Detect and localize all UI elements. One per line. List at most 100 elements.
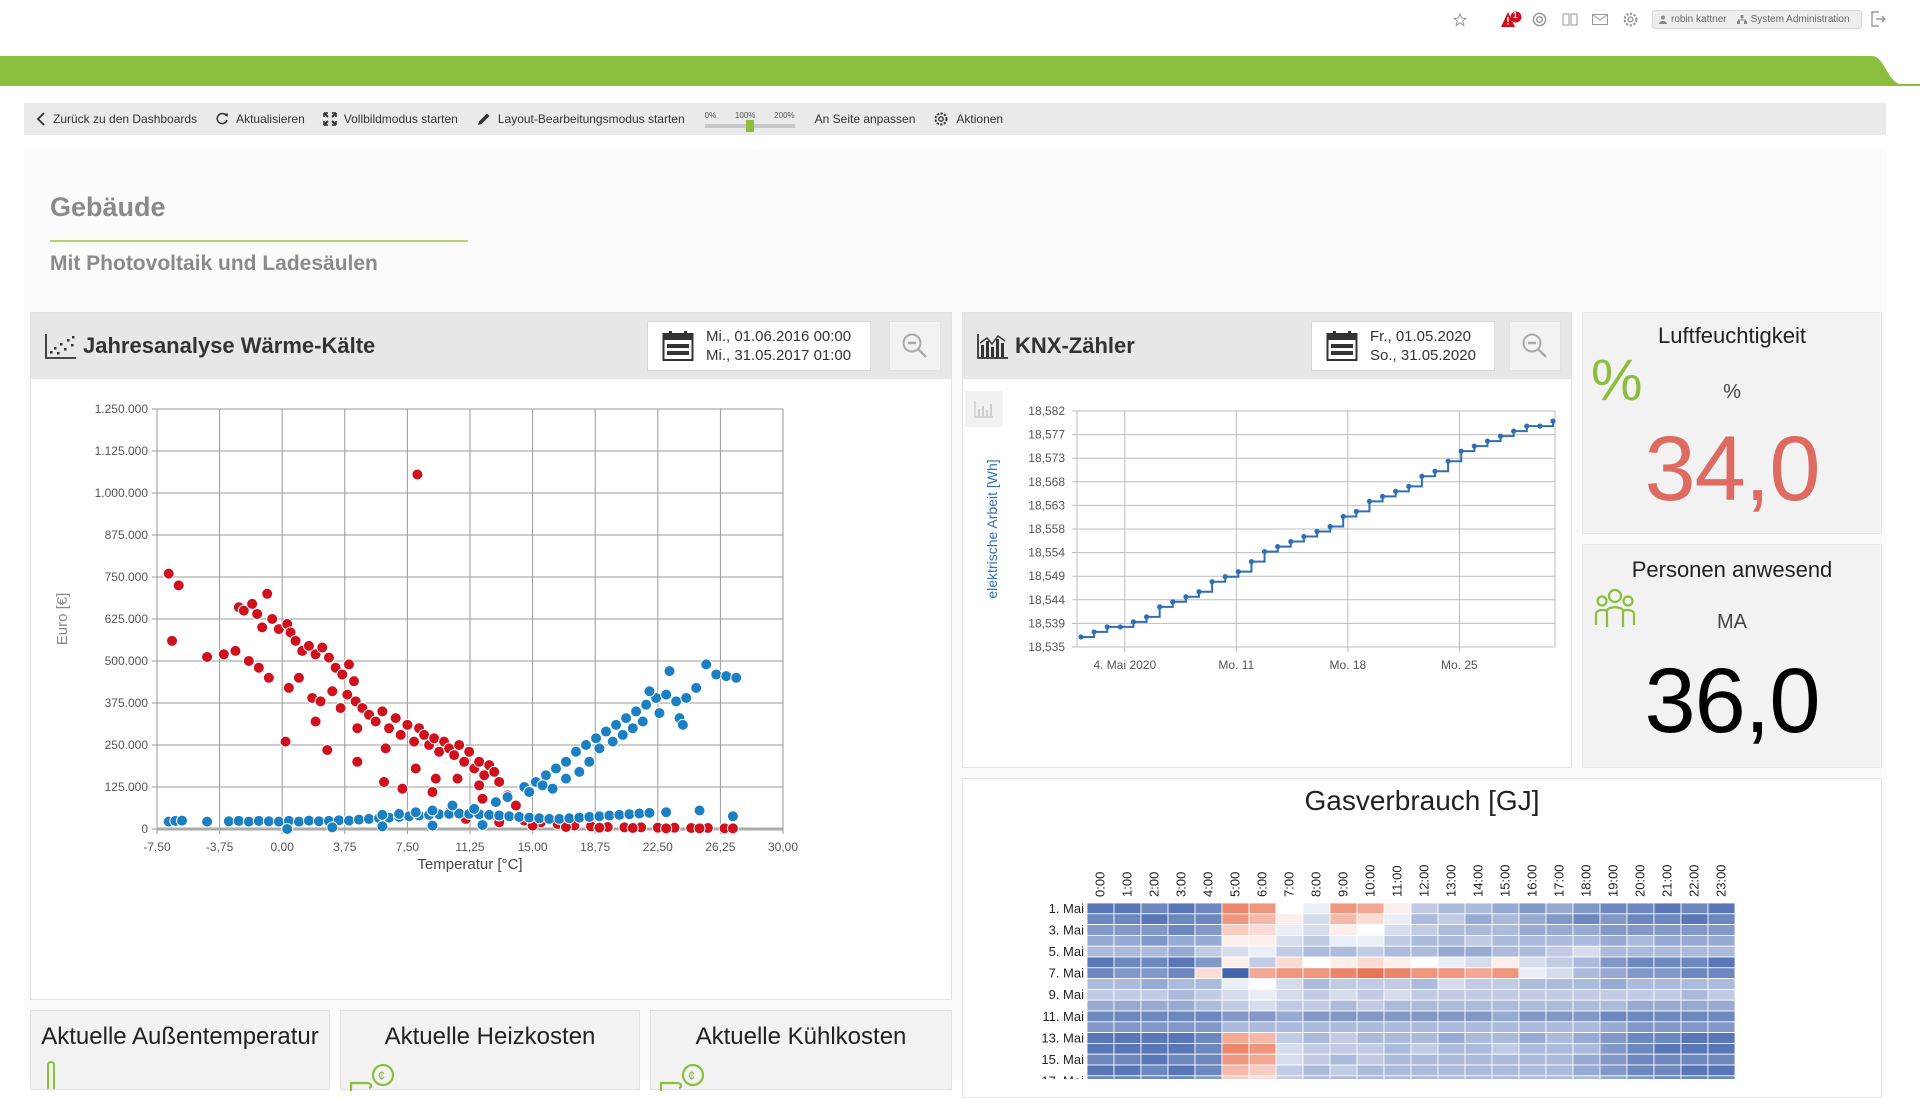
heatmap-cell	[1518, 902, 1547, 915]
help-lifebuoy-icon[interactable]	[1532, 12, 1547, 27]
heatmap-cell	[1545, 1075, 1574, 1079]
heatmap-cell	[1356, 967, 1385, 980]
scatter-point	[451, 772, 464, 785]
scatter-point	[376, 820, 389, 833]
heatmap-cell	[1221, 1075, 1250, 1079]
heatmap-cell	[1356, 1075, 1385, 1079]
heatmap-cell	[1302, 1075, 1331, 1079]
scatter-point	[546, 782, 559, 795]
heatmap-cell	[1113, 902, 1142, 915]
heatmap-cell	[1248, 1021, 1277, 1034]
heatmap-column-label: 21:00	[1660, 864, 1675, 897]
scatter-point	[559, 755, 572, 768]
heatmap-cell	[1356, 924, 1385, 936]
heatmap-cell	[1491, 1075, 1520, 1079]
scatter-x-axis-title: Temperatur [°C]	[417, 856, 522, 873]
heatmap-cell	[1383, 1064, 1412, 1077]
heatmap-column-label: 1:00	[1120, 872, 1135, 897]
zoom-out-icon	[1522, 333, 1547, 358]
knx-data-point	[1209, 579, 1215, 585]
heatmap-cell	[1572, 945, 1601, 958]
heatmap-row-label: 9. Mai	[1049, 987, 1085, 1002]
heatmap-cell	[1383, 1021, 1412, 1034]
scatter-y-tick-label: 250.000	[105, 738, 149, 752]
scatter-point	[536, 779, 549, 792]
zoom-track[interactable]	[704, 119, 795, 132]
zoom-thumb[interactable]	[745, 119, 754, 132]
mail-icon[interactable]	[1592, 14, 1608, 25]
heatmap-cell	[1599, 1021, 1628, 1034]
scatter-point	[242, 815, 255, 828]
scatter-point	[428, 732, 441, 745]
scatter-zoom-button[interactable]	[889, 321, 941, 371]
heatmap-cell	[1518, 1042, 1547, 1055]
star-icon[interactable]	[1453, 13, 1467, 27]
scatter-point	[473, 755, 486, 768]
refresh-button[interactable]: Aktualisieren	[215, 112, 305, 126]
card-heating-costs-title: Aktuelle Heizkosten	[384, 1023, 596, 1050]
heatmap-cell	[1275, 999, 1304, 1012]
heatmap-cell	[1086, 1042, 1115, 1055]
heatmap-cell	[1140, 913, 1169, 926]
heatmap-cell	[1383, 999, 1412, 1012]
heatmap-cell	[1140, 1021, 1169, 1034]
scatter-x-tick-label: 22,50	[643, 840, 673, 854]
heatmap-cell	[1140, 1053, 1169, 1066]
heatmap-cell	[1437, 1021, 1466, 1034]
heatmap-column-label: 6:00	[1255, 872, 1270, 897]
heatmap-cell	[1302, 956, 1331, 969]
scatter-point	[433, 745, 446, 758]
heatmap-cell	[1626, 1042, 1655, 1055]
knx-date-range[interactable]: Fr., 01.05.2020 So., 31.05.2020	[1311, 321, 1495, 371]
alert-icon[interactable]	[1500, 11, 1522, 29]
heatmap-cell	[1464, 999, 1493, 1012]
line-chart-icon	[977, 334, 1008, 359]
scatter-point	[693, 804, 706, 817]
heatmap-cell	[1383, 945, 1412, 958]
heatmap-cell	[1248, 913, 1277, 926]
scatter-point	[302, 639, 315, 652]
heatmap-row-label: 7. Mai	[1049, 966, 1085, 981]
knx-data-point	[1157, 604, 1163, 610]
heatmap-cell	[1626, 924, 1655, 936]
back-to-dashboards-button[interactable]: Zurück zu den Dashboards	[36, 112, 197, 126]
card-heating-costs: Aktuelle Heizkosten ¢	[340, 1010, 640, 1091]
zoom-slider[interactable]: 0% 100% 200%	[704, 111, 795, 132]
refresh-label: Aktualisieren	[236, 112, 305, 126]
heatmap-cell	[1437, 999, 1466, 1012]
heatmap-cell	[1194, 988, 1223, 1001]
scatter-point	[636, 715, 649, 728]
heatmap-cell	[1383, 1010, 1412, 1023]
layout-edit-button[interactable]: Layout-Bearbeitungsmodus starten	[476, 112, 685, 127]
heatmap-cell	[1248, 956, 1277, 969]
actions-button[interactable]: Aktionen	[933, 111, 1003, 127]
knx-data-point	[1091, 629, 1097, 635]
heatmap-column-label: 13:00	[1444, 864, 1459, 897]
heatmap-cell	[1302, 902, 1331, 915]
settings-gear-icon[interactable]	[1622, 11, 1639, 28]
scatter-y-tick-label: 875.000	[105, 528, 149, 542]
logout-icon[interactable]	[1870, 11, 1886, 27]
heatmap-cell	[1329, 1053, 1358, 1066]
chart-type-toggle[interactable]	[965, 391, 1003, 427]
user-menu[interactable]: robin kattner System Administration	[1652, 10, 1862, 29]
heatmap-cell	[1599, 924, 1628, 936]
heatmap-cell	[1113, 956, 1142, 969]
scatter-point	[670, 695, 683, 708]
scatter-point	[334, 702, 347, 715]
knx-zoom-button[interactable]	[1509, 321, 1561, 371]
heatmap-cell	[1221, 1032, 1250, 1044]
heatmap-cell	[1572, 978, 1601, 990]
book-icon[interactable]	[1562, 13, 1578, 26]
fullscreen-button[interactable]: Vollbildmodus starten	[322, 112, 458, 126]
heatmap-cell	[1680, 1075, 1709, 1079]
scatter-point	[476, 818, 489, 831]
fit-page-button[interactable]: An Seite anpassen	[815, 112, 916, 126]
knx-x-tick-label: Mo. 11	[1218, 658, 1254, 672]
heatmap-cell	[1167, 1075, 1196, 1079]
knx-data-point	[1550, 418, 1556, 424]
heatmap-cell	[1194, 1042, 1223, 1055]
svg-text:¢: ¢	[688, 1068, 695, 1083]
knx-data-point	[1379, 493, 1386, 499]
scatter-date-range[interactable]: Mi., 01.06.2016 00:00 Mi., 31.05.2017 01…	[647, 321, 871, 371]
